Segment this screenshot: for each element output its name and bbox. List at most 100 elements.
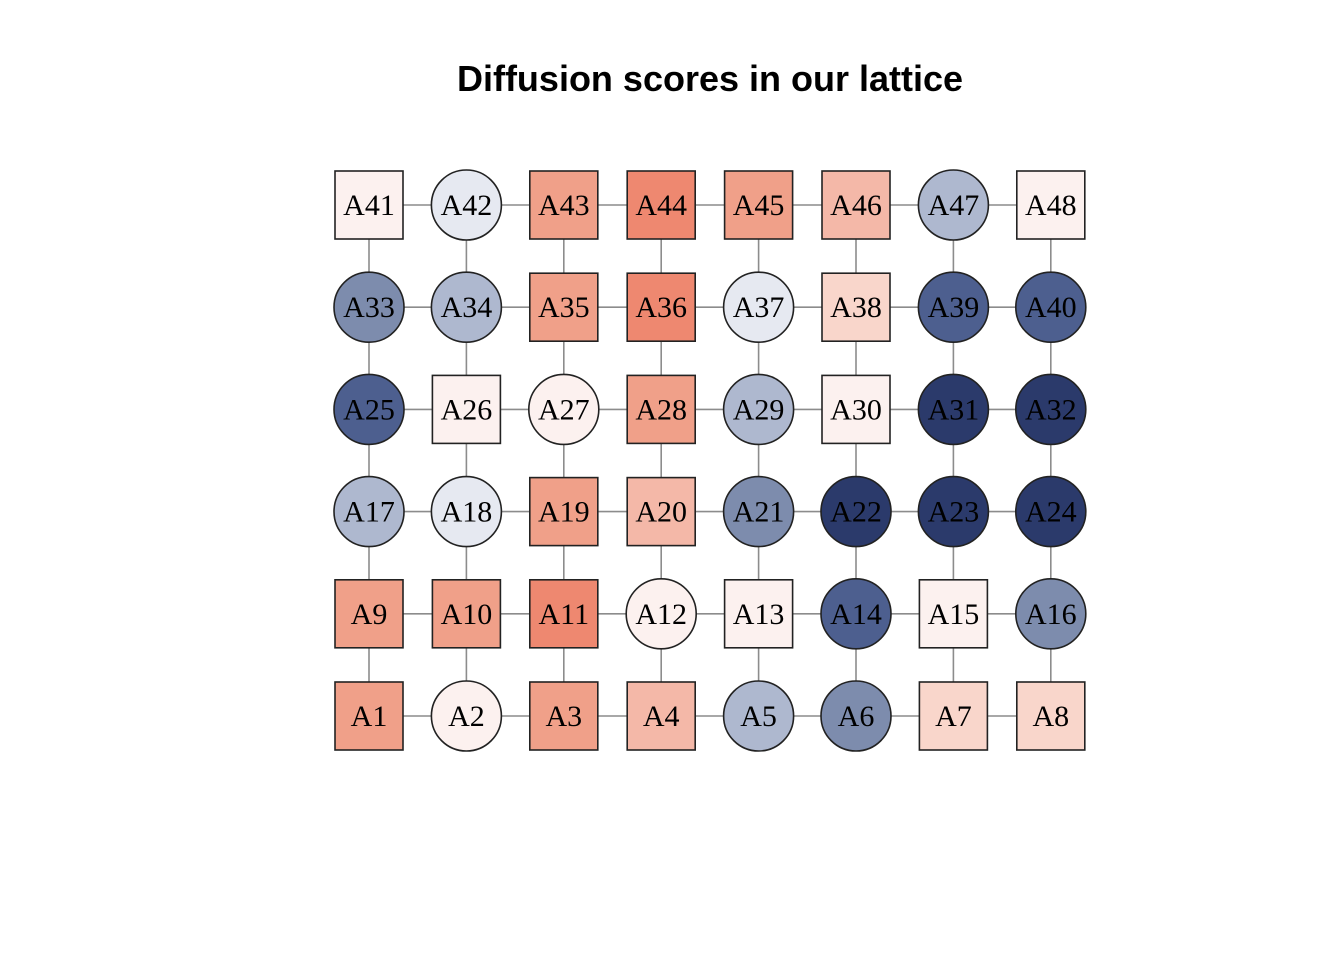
node-a6: A6 bbox=[820, 680, 892, 752]
node-square bbox=[528, 578, 599, 649]
node-a46: A46 bbox=[821, 170, 891, 240]
node-label: A6 bbox=[838, 700, 875, 733]
node-a44: A44 bbox=[626, 170, 697, 240]
node-square bbox=[334, 578, 404, 649]
node-square bbox=[528, 476, 599, 547]
node-a10: A10 bbox=[431, 578, 502, 649]
node-a26: A26 bbox=[431, 374, 502, 445]
node-circle bbox=[1015, 475, 1087, 548]
node-label: A48 bbox=[1025, 189, 1077, 222]
node-a22: A22 bbox=[820, 475, 892, 548]
node-a27: A27 bbox=[527, 373, 600, 446]
node-a36: A36 bbox=[626, 272, 697, 343]
node-a48: A48 bbox=[1015, 170, 1086, 240]
node-circle bbox=[722, 373, 795, 446]
node-circle bbox=[1015, 373, 1087, 446]
node-a30: A30 bbox=[821, 374, 891, 445]
node-label: A33 bbox=[343, 291, 395, 324]
node-label: A32 bbox=[1025, 393, 1077, 426]
node-a8: A8 bbox=[1015, 681, 1086, 751]
node-label: A2 bbox=[448, 700, 485, 733]
node-a31: A31 bbox=[917, 373, 990, 446]
node-label: A16 bbox=[1025, 598, 1077, 631]
node-a2: A2 bbox=[430, 680, 503, 752]
lattice-nodes: A1 A2 A3 A4 A5 A6 A7 A8 A9 A10 A11 A12 A13 A14 A15 A16 A… bbox=[333, 169, 1087, 752]
node-square bbox=[528, 170, 599, 240]
node-label: A25 bbox=[343, 393, 395, 426]
node-a12: A12 bbox=[625, 577, 698, 650]
node-label: A37 bbox=[733, 291, 785, 324]
node-a21: A21 bbox=[722, 475, 795, 548]
node-circle bbox=[917, 271, 990, 344]
node-label: A11 bbox=[539, 598, 590, 631]
node-label: A7 bbox=[935, 700, 972, 733]
node-label: A28 bbox=[635, 393, 687, 426]
node-label: A14 bbox=[830, 598, 882, 631]
node-label: A5 bbox=[740, 700, 777, 733]
node-a23: A23 bbox=[917, 475, 990, 548]
node-label: A22 bbox=[830, 496, 882, 529]
node-label: A45 bbox=[733, 189, 785, 222]
node-square bbox=[626, 374, 697, 445]
node-label: A17 bbox=[343, 496, 395, 529]
node-a3: A3 bbox=[528, 681, 599, 751]
node-a17: A17 bbox=[333, 475, 405, 548]
node-a1: A1 bbox=[334, 681, 404, 751]
node-circle bbox=[917, 475, 990, 548]
node-a16: A16 bbox=[1015, 577, 1087, 650]
node-label: A42 bbox=[441, 189, 493, 222]
node-square bbox=[528, 681, 599, 751]
node-label: A47 bbox=[928, 189, 980, 222]
node-label: A35 bbox=[538, 291, 590, 324]
node-square bbox=[334, 170, 404, 240]
node-circle bbox=[917, 169, 990, 241]
node-a9: A9 bbox=[334, 578, 404, 649]
node-label: A38 bbox=[830, 291, 882, 324]
node-square bbox=[821, 272, 891, 343]
node-label: A27 bbox=[538, 393, 590, 426]
node-circle bbox=[820, 577, 892, 650]
node-circle bbox=[430, 169, 503, 241]
node-circle bbox=[722, 271, 795, 344]
node-a43: A43 bbox=[528, 170, 599, 240]
node-a41: A41 bbox=[334, 170, 404, 240]
node-square bbox=[528, 272, 599, 343]
node-a47: A47 bbox=[917, 169, 990, 241]
node-a33: A33 bbox=[333, 271, 405, 344]
node-a29: A29 bbox=[722, 373, 795, 446]
node-circle bbox=[333, 271, 405, 344]
node-a28: A28 bbox=[626, 374, 697, 445]
node-circle bbox=[430, 271, 503, 344]
node-square bbox=[626, 476, 697, 547]
node-label: A29 bbox=[733, 393, 785, 426]
node-a38: A38 bbox=[821, 272, 891, 343]
node-label: A8 bbox=[1032, 700, 1069, 733]
node-a18: A18 bbox=[430, 475, 503, 548]
node-a24: A24 bbox=[1015, 475, 1087, 548]
node-label: A31 bbox=[928, 393, 980, 426]
node-label: A12 bbox=[635, 598, 687, 631]
node-square bbox=[723, 578, 794, 649]
node-label: A24 bbox=[1025, 496, 1077, 529]
node-circle bbox=[527, 373, 600, 446]
node-a42: A42 bbox=[430, 169, 503, 241]
chart-title: Diffusion scores in our lattice bbox=[456, 58, 964, 99]
node-label: A18 bbox=[441, 496, 493, 529]
node-label: A3 bbox=[545, 700, 582, 733]
node-label: A43 bbox=[538, 189, 590, 222]
node-a19: A19 bbox=[528, 476, 599, 547]
node-label: A30 bbox=[830, 393, 882, 426]
node-square bbox=[431, 374, 502, 445]
node-circle bbox=[430, 475, 503, 548]
node-a40: A40 bbox=[1015, 271, 1087, 344]
node-label: A46 bbox=[830, 189, 882, 222]
node-circle bbox=[333, 475, 405, 548]
node-label: A15 bbox=[928, 598, 980, 631]
node-a13: A13 bbox=[723, 578, 794, 649]
node-circle bbox=[430, 680, 503, 752]
node-label: A1 bbox=[351, 700, 388, 733]
node-label: A20 bbox=[635, 496, 687, 529]
node-label: A23 bbox=[928, 496, 980, 529]
node-a7: A7 bbox=[918, 681, 989, 751]
